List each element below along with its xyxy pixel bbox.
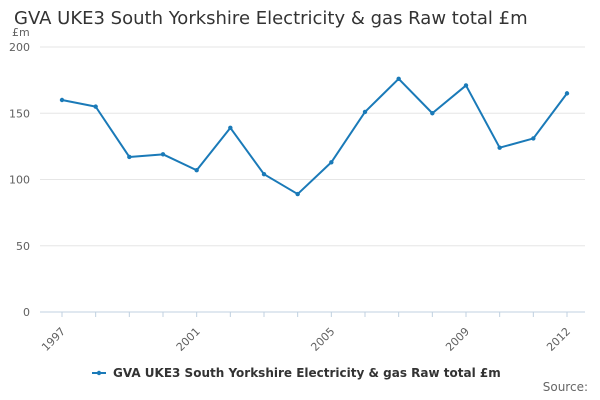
x-tick-label: 1997 — [39, 325, 68, 354]
chart-title: GVA UKE3 South Yorkshire Electricity & g… — [14, 8, 528, 29]
data-point[interactable] — [497, 145, 502, 150]
data-point[interactable] — [160, 152, 166, 157]
legend-item-label[interactable]: GVA UKE3 South Yorkshire Electricity & g… — [113, 366, 501, 380]
y-tick-label: 150 — [9, 107, 30, 120]
data-point[interactable] — [531, 136, 536, 141]
x-tick-label: 2001 — [174, 325, 203, 354]
x-tick-label: 2005 — [308, 325, 337, 354]
data-point[interactable] — [93, 104, 98, 109]
data-point[interactable] — [430, 111, 435, 116]
y-axis: £m 0 50 100 150 200 — [9, 26, 30, 319]
data-point[interactable] — [362, 109, 368, 115]
y-tick-label: 50 — [16, 240, 30, 253]
series-line — [61, 77, 568, 196]
y-axis-unit-label: £m — [12, 26, 30, 39]
data-point[interactable] — [228, 125, 233, 131]
legend-marker — [96, 370, 102, 376]
x-tick-label: 2009 — [443, 325, 472, 354]
x-axis: 1997 2001 2005 2009 2012 — [39, 312, 573, 354]
y-tick-label: 0 — [23, 306, 30, 319]
legend[interactable]: GVA UKE3 South Yorkshire Electricity & g… — [92, 366, 501, 380]
data-point[interactable] — [194, 168, 199, 173]
data-point[interactable] — [463, 83, 469, 88]
y-tick-label: 100 — [9, 174, 30, 187]
x-tick-label: 2012 — [544, 325, 573, 354]
source-label: Source: — [542, 380, 588, 394]
data-point[interactable] — [59, 97, 65, 103]
data-point[interactable] — [261, 172, 267, 177]
data-point[interactable] — [564, 91, 570, 96]
data-point[interactable] — [295, 191, 300, 197]
data-point[interactable] — [396, 76, 401, 82]
data-point[interactable] — [127, 154, 132, 160]
series — [59, 76, 570, 197]
data-point[interactable] — [329, 160, 334, 165]
y-tick-label: 200 — [9, 41, 30, 54]
